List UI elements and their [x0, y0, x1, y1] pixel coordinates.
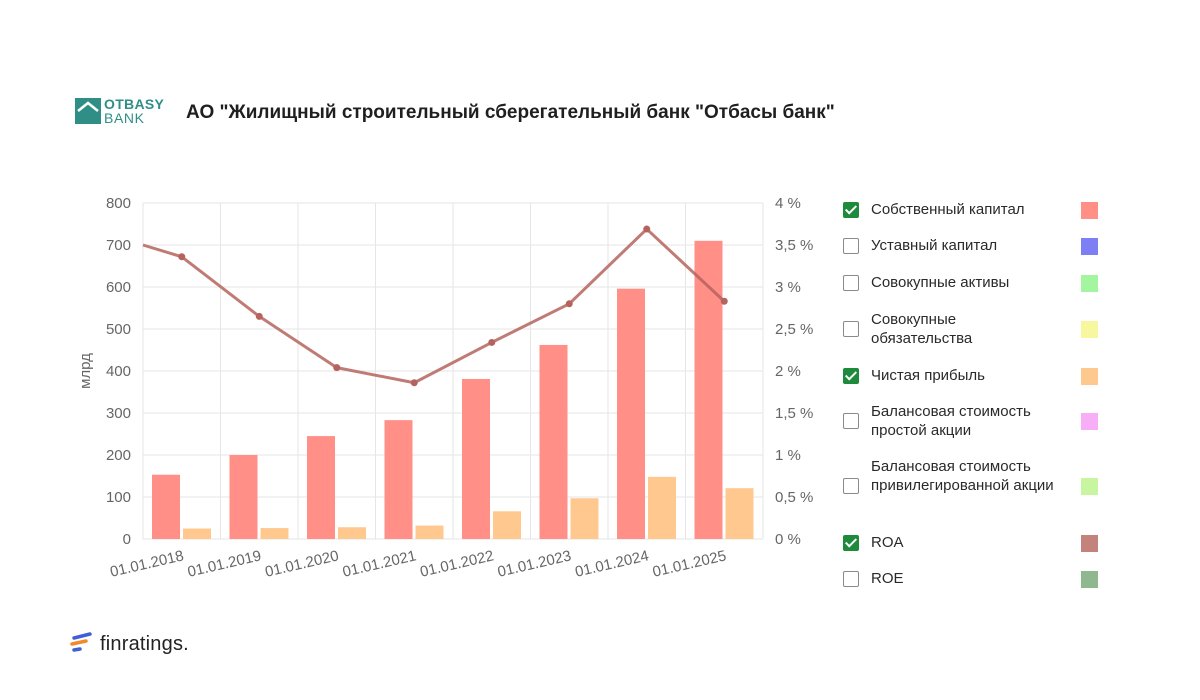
legend-label[interactable]: Совокупные активы	[871, 274, 1010, 291]
logo-line2: BANK	[104, 110, 145, 126]
x-tick-label: 01.01.2018	[108, 547, 185, 580]
y-tick-label: 400	[106, 363, 131, 380]
x-tick-label: 01.01.2025	[651, 547, 728, 580]
bar	[539, 344, 568, 539]
y2-tick-label: 2 %	[775, 363, 801, 380]
x-tick-label: 01.01.2024	[573, 547, 650, 580]
page-title: АО "Жилищный строительный сберегательный…	[186, 102, 835, 123]
roa-point	[178, 253, 186, 261]
roa-point	[333, 364, 341, 372]
roa-point	[488, 338, 496, 346]
bar	[229, 455, 258, 539]
legend-checkbox[interactable]	[843, 367, 859, 384]
finratings-logo-icon	[70, 632, 92, 652]
y2-tick-label: 0,5 %	[775, 489, 813, 506]
legend-checkbox[interactable]	[843, 570, 859, 587]
bar	[462, 378, 490, 539]
legend-color-swatch	[1081, 274, 1098, 292]
legend-label[interactable]: Балансовая стоимость привилегированной а…	[871, 458, 1054, 494]
bar	[307, 436, 335, 539]
roa-point	[255, 312, 263, 320]
legend-color-swatch	[1081, 201, 1098, 219]
legend-checkbox[interactable]	[843, 321, 859, 337]
y-tick-label: 700	[106, 237, 131, 254]
bar	[338, 527, 366, 539]
legend-color-swatch	[1081, 237, 1098, 255]
legend-label[interactable]: ROA	[871, 534, 904, 551]
bar	[617, 288, 645, 539]
x-tick-label: 01.01.2022	[418, 547, 495, 580]
legend-color-swatch	[1081, 534, 1098, 552]
roa-point	[410, 379, 418, 387]
y-tick-label: 300	[106, 405, 131, 422]
bar	[260, 528, 289, 539]
y-axis-title: млрд	[77, 353, 94, 389]
bar	[694, 240, 723, 540]
header: OTBASY BANK АО "Жилищный строительный сб…	[75, 96, 835, 130]
legend-checkbox[interactable]	[843, 413, 859, 429]
legend-checkbox[interactable]	[843, 477, 859, 494]
y2-tick-label: 4 %	[775, 195, 801, 212]
legend-color-swatch	[1081, 570, 1098, 588]
y2-tick-label: 2,5 %	[775, 321, 813, 338]
legend-label[interactable]: Уставный капитал	[871, 237, 998, 254]
x-tick-label: 01.01.2020	[263, 547, 340, 580]
roa-point	[720, 297, 728, 305]
x-tick-label: 01.01.2019	[186, 547, 263, 580]
y2-tick-label: 3 %	[775, 279, 801, 296]
legend-checkbox[interactable]	[843, 274, 859, 291]
y2-tick-label: 1 %	[775, 447, 801, 464]
roa-point	[643, 225, 651, 233]
y-tick-label: 100	[106, 489, 131, 506]
legend-color-swatch	[1081, 477, 1098, 495]
legend-checkbox[interactable]	[843, 237, 859, 254]
footer: finratings.	[70, 632, 189, 656]
otbasy-logo-icon	[75, 98, 101, 124]
y-tick-label: 600	[106, 279, 131, 296]
bar	[384, 420, 413, 539]
legend-color-swatch	[1081, 367, 1098, 385]
legend-label[interactable]: ROE	[871, 570, 904, 587]
roa-point	[565, 300, 573, 308]
legend-label[interactable]: Чистая прибыль	[871, 367, 985, 384]
bar	[152, 474, 180, 539]
bar	[725, 488, 754, 539]
x-tick-label: 01.01.2023	[496, 547, 573, 580]
bar	[570, 498, 599, 539]
bar	[183, 528, 211, 539]
bar	[493, 511, 521, 539]
y-tick-label: 800	[106, 195, 131, 212]
y2-tick-label: 3,5 %	[775, 237, 813, 254]
legend-label[interactable]: Совокупные обязательства	[871, 311, 973, 347]
y2-tick-label: 0 %	[775, 531, 801, 548]
legend-label[interactable]: Собственный капитал	[871, 201, 1025, 218]
logo-line1: OTBASY	[104, 96, 165, 112]
otbasy-logo: OTBASY BANK	[75, 96, 170, 130]
legend-color-swatch	[1081, 321, 1098, 338]
chart: 0 100 200 300 400 500 600 700 800 0 % 0,5 % 1 % 1,5 …	[77, 195, 813, 581]
legend-checkbox[interactable]	[843, 534, 859, 551]
x-tick-label: 01.01.2021	[341, 547, 418, 580]
y-tick-label: 500	[106, 321, 131, 338]
footer-brand: finratings.	[100, 632, 189, 655]
bar	[648, 476, 676, 539]
legend-checkbox[interactable]	[843, 201, 859, 218]
y-tick-label: 0	[123, 531, 131, 548]
y2-tick-label: 1,5 %	[775, 405, 813, 422]
y-tick-label: 200	[106, 447, 131, 464]
legend-color-swatch	[1081, 413, 1098, 430]
legend-label[interactable]: Балансовая стоимость простой акции	[871, 403, 1031, 439]
bar	[415, 525, 444, 539]
